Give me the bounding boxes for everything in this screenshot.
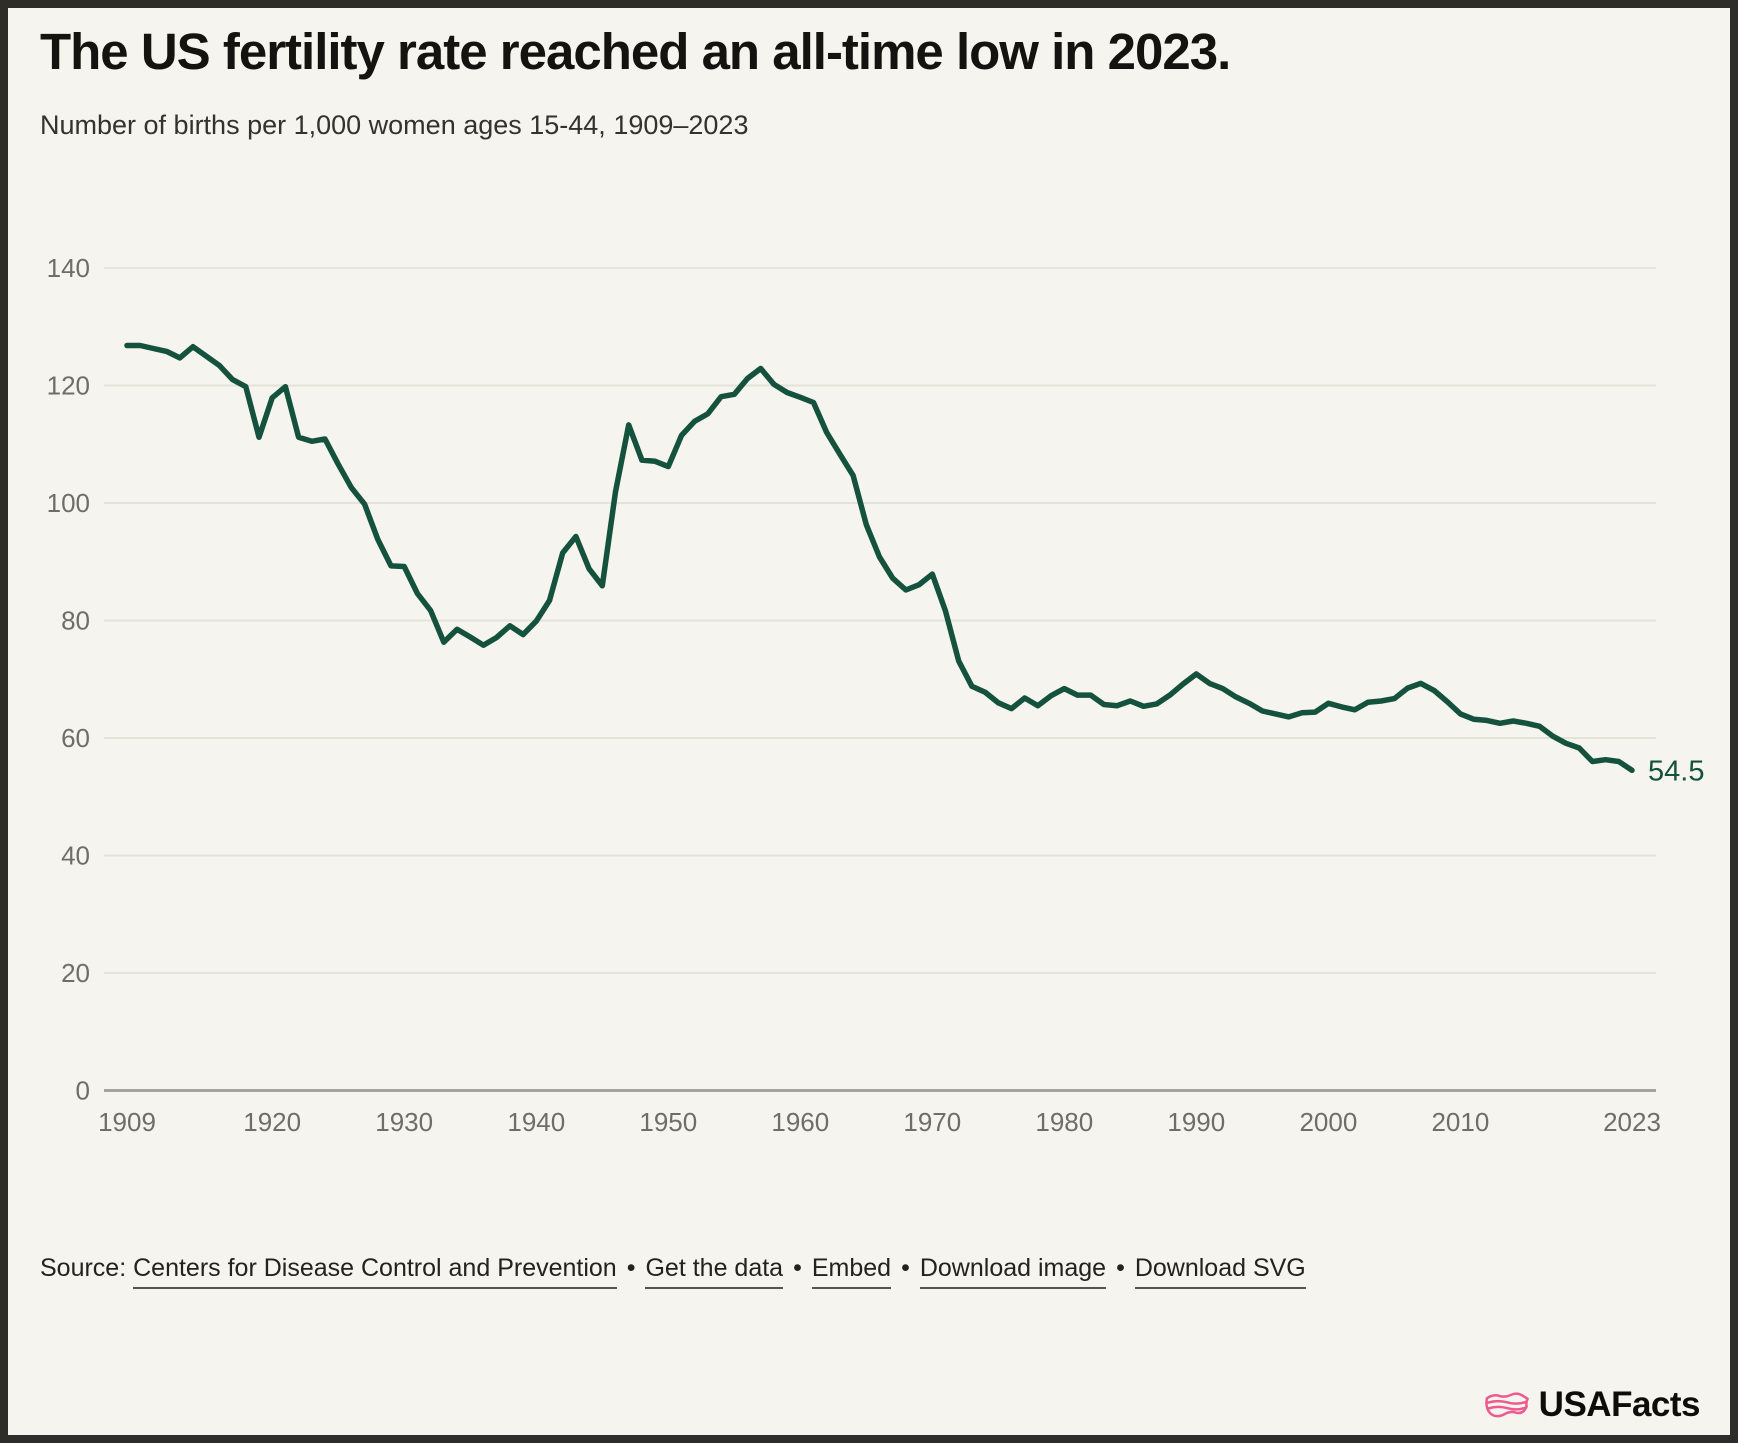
page-title: The US fertility rate reached an all-tim… bbox=[40, 23, 1231, 80]
y-tick-label: 0 bbox=[76, 1076, 90, 1106]
x-tick-label: 1990 bbox=[1167, 1107, 1225, 1137]
x-tick-label: 1950 bbox=[639, 1107, 697, 1137]
usafacts-logo[interactable]: USAFacts bbox=[1484, 1385, 1701, 1425]
download-svg-link[interactable]: Download SVG bbox=[1134, 1254, 1306, 1289]
y-tick-label: 80 bbox=[61, 606, 90, 636]
download-image-link[interactable]: Download image bbox=[919, 1254, 1107, 1289]
fertility-rate-line bbox=[124, 342, 1635, 774]
y-tick-label: 60 bbox=[61, 723, 90, 753]
bullet-separator: • bbox=[626, 1254, 636, 1282]
get-the-data-link[interactable]: Get the data bbox=[645, 1254, 784, 1289]
x-tick-label: 2023 bbox=[1603, 1107, 1661, 1137]
x-tick-label: 2000 bbox=[1299, 1107, 1357, 1137]
y-tick-label: 140 bbox=[47, 253, 90, 283]
x-tick-label: 1960 bbox=[771, 1107, 829, 1137]
source-link[interactable]: Centers for Disease Control and Preventi… bbox=[133, 1254, 617, 1289]
usa-map-icon bbox=[1484, 1392, 1529, 1418]
y-tick-label: 120 bbox=[47, 371, 90, 401]
latest-value-label: 54.5 bbox=[1648, 755, 1704, 787]
page-subtitle: Number of births per 1,000 women ages 15… bbox=[40, 110, 749, 140]
bullet-separator: • bbox=[1116, 1254, 1125, 1282]
y-tick-label: 20 bbox=[61, 958, 90, 988]
bullet-separator: • bbox=[901, 1254, 910, 1282]
x-tick-label: 1920 bbox=[243, 1107, 301, 1137]
embed-link[interactable]: Embed bbox=[811, 1254, 892, 1289]
x-tick-label: 1970 bbox=[903, 1107, 961, 1137]
x-tick-label: 1930 bbox=[375, 1107, 433, 1137]
x-tick-label: 1909 bbox=[98, 1107, 156, 1137]
usafacts-logo-text: USAFacts bbox=[1538, 1385, 1701, 1424]
x-tick-label: 2010 bbox=[1431, 1107, 1489, 1137]
y-tick-label: 100 bbox=[47, 488, 90, 518]
bullet-separator: • bbox=[793, 1254, 802, 1282]
y-tick-label: 40 bbox=[61, 841, 90, 871]
source-prefix-label: Source: bbox=[40, 1254, 127, 1282]
source-row: Source: Centers for Disease Control and … bbox=[40, 1254, 1306, 1289]
x-tick-label: 1980 bbox=[1035, 1107, 1093, 1137]
x-tick-label: 1940 bbox=[507, 1107, 565, 1137]
